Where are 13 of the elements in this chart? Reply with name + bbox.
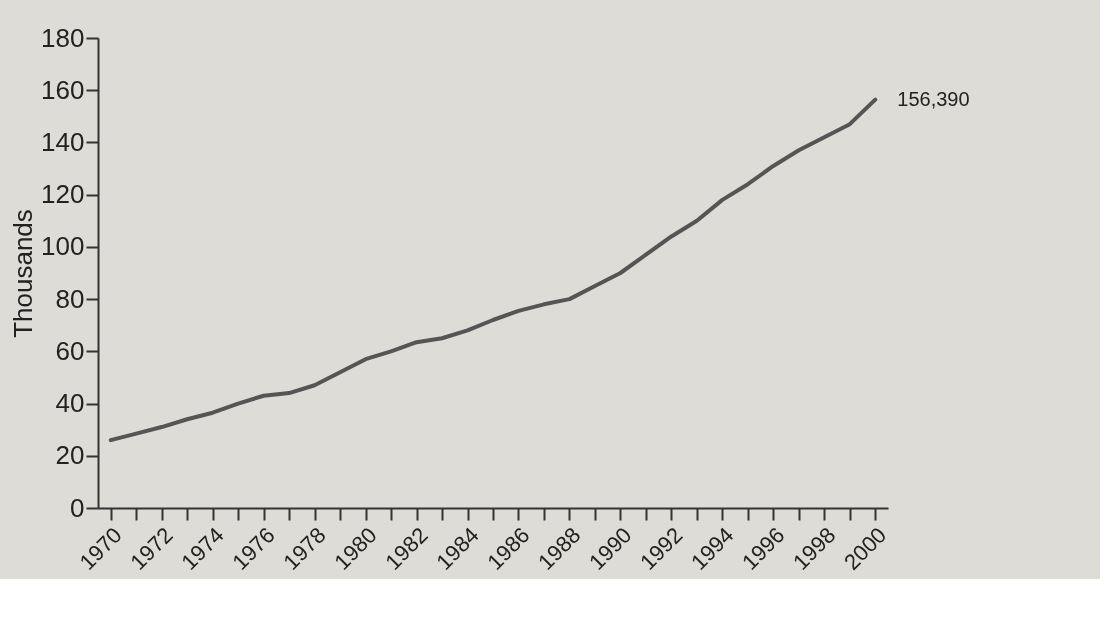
y-tick-label: 120: [41, 179, 85, 210]
y-axis-title: Thousands: [8, 209, 39, 338]
y-tick-label: 180: [41, 22, 85, 53]
y-tick-label: 60: [55, 335, 85, 366]
y-tick-label: 0: [70, 492, 85, 523]
y-tick-label: 160: [41, 74, 85, 105]
y-tick-label: 40: [55, 388, 85, 419]
y-tick-label: 100: [41, 231, 85, 262]
y-tick-label: 140: [41, 126, 85, 157]
y-tick-label: 80: [55, 283, 85, 314]
annotation: 156,390: [897, 87, 970, 110]
y-tick-label: 20: [55, 440, 85, 471]
line-series: [108, 97, 878, 443]
